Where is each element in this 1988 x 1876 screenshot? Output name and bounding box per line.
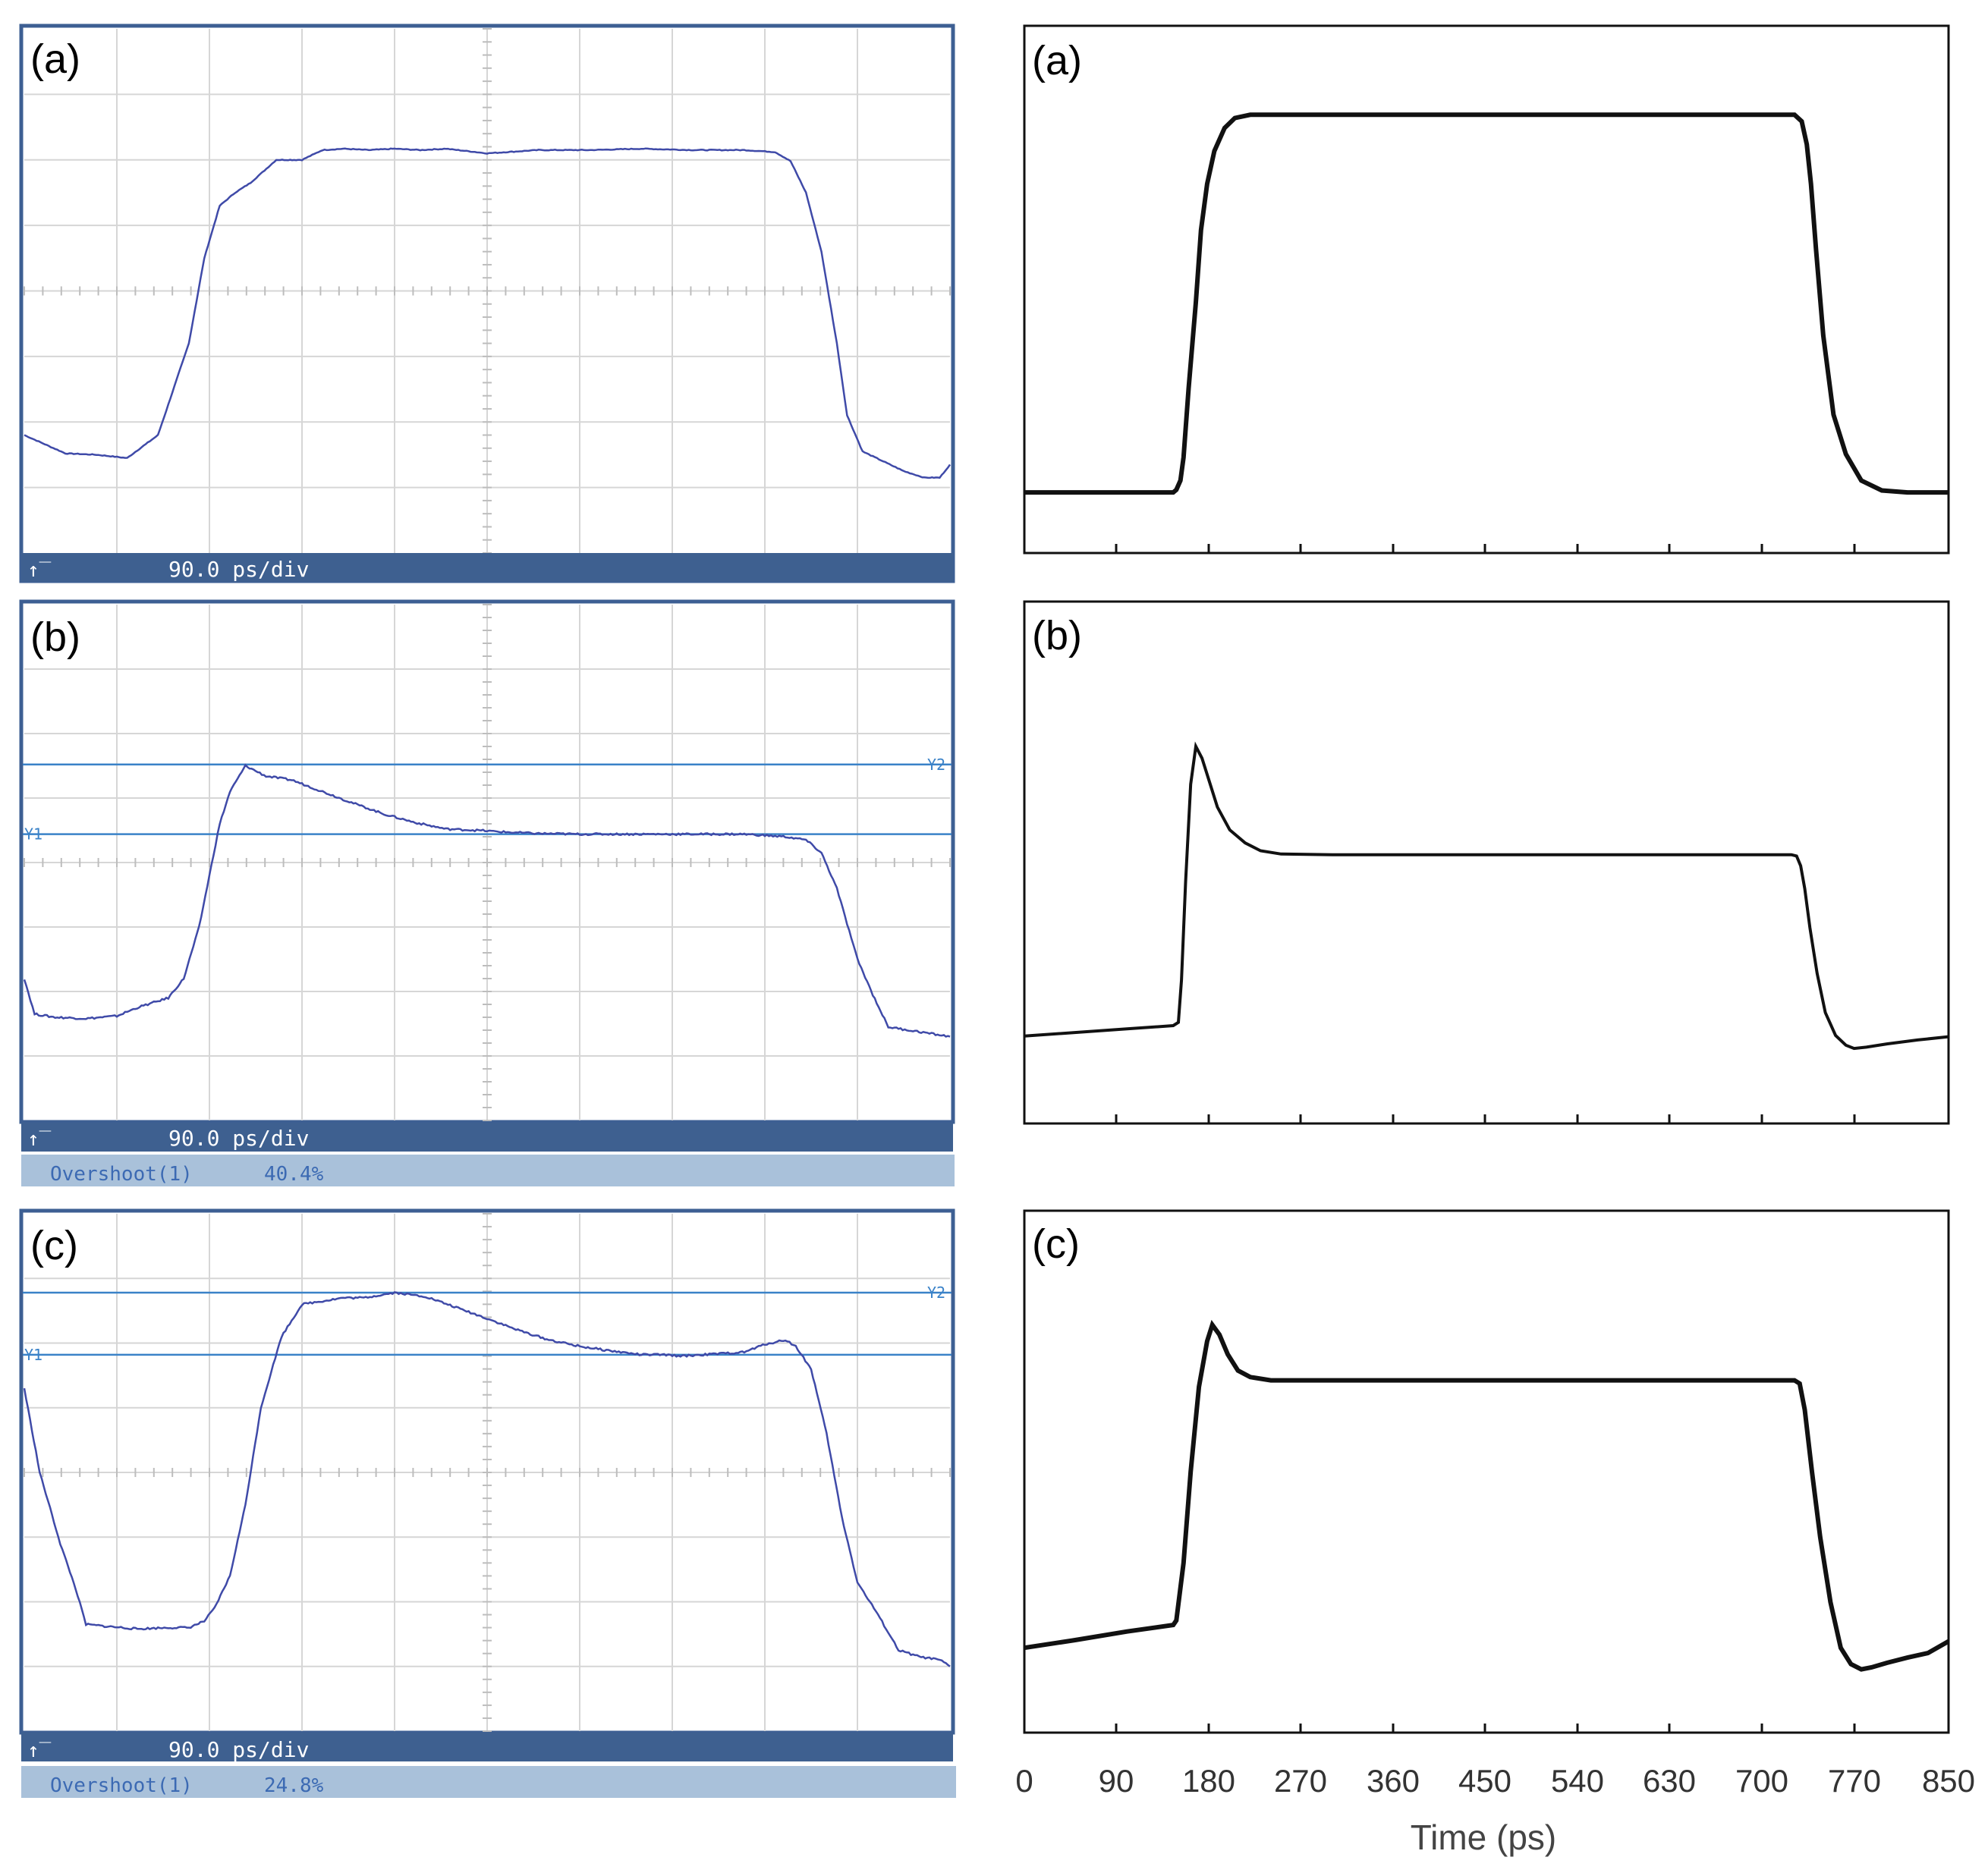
measurement-bar [21, 1155, 955, 1186]
sim-trace [1024, 112, 1949, 495]
scope-timebase: 90.0 ps/div [168, 1737, 309, 1762]
scope-timebase: 90.0 ps/div [168, 1126, 309, 1151]
sim-ticks [1023, 544, 1950, 553]
scope-timebase-bar [21, 553, 953, 582]
x-tick-label: 700 [1735, 1763, 1788, 1799]
scope-panel-a: (a) ↑‾ 90.0 ps/div [19, 24, 955, 583]
marker-y1-label: Y1 [24, 825, 42, 844]
scope-grid [24, 28, 951, 554]
measurement-value: 40.4% [264, 1163, 324, 1186]
marker-y2-label: Y2 [927, 1284, 945, 1302]
trigger-edge-icon: ↑‾ [27, 559, 52, 582]
x-tick-label: 270 [1274, 1763, 1327, 1799]
sim-frame [1023, 24, 1950, 555]
scope-timebase-bar [21, 1123, 953, 1152]
panel-label: (c) [1032, 1221, 1080, 1267]
sim-frame [1023, 1209, 1950, 1734]
trigger-edge-icon: ↑‾ [27, 1739, 52, 1762]
x-tick-label: 180 [1182, 1763, 1235, 1799]
sim-x-axis-title: Time (ps) [1411, 1818, 1557, 1857]
x-tick-label: 630 [1643, 1763, 1696, 1799]
x-tick-label: 0 [1015, 1763, 1033, 1799]
x-tick-label: 90 [1099, 1763, 1134, 1799]
scope-panel-b: Y2 Y1 (b) ↑‾ 90.0 ps/div Overshoot(1) 40… [19, 599, 955, 1186]
sim-frame [1023, 600, 1950, 1125]
scope-grid [24, 1213, 951, 1732]
x-tick-label: 850 [1922, 1763, 1975, 1799]
sim-ticks [1023, 1114, 1950, 1123]
measurement-bar [21, 1766, 956, 1798]
scope-timebase-bar [21, 1733, 953, 1761]
scope-trace [24, 147, 952, 479]
marker-y1-label: Y1 [24, 1346, 42, 1364]
x-tick-label: 360 [1367, 1763, 1420, 1799]
measurement-name: Overshoot(1) [50, 1774, 193, 1797]
sim-panel-a: (a) [1023, 24, 1950, 555]
x-tick-label: 540 [1551, 1763, 1604, 1799]
panel-label: (c) [30, 1223, 78, 1268]
scope-panel-c: Y2 Y1 (c) ↑‾ 90.0 ps/div Overshoot(1) 24… [19, 1208, 956, 1798]
sim-panel-c: (c) [1023, 1209, 1950, 1734]
marker-y2-label: Y2 [927, 756, 945, 774]
measurement-value: 24.8% [264, 1774, 324, 1797]
scope-trace [23, 763, 951, 1038]
scope-grid [24, 604, 951, 1121]
sim-panel-b: (b) [1023, 600, 1950, 1125]
sim-trace [1024, 1319, 1950, 1672]
trigger-edge-icon: ↑‾ [27, 1128, 52, 1151]
panel-label: (a) [1032, 38, 1082, 83]
panel-label: (a) [30, 36, 80, 82]
x-tick-label: 770 [1828, 1763, 1881, 1799]
sim-trace [1024, 741, 1949, 1051]
panel-label: (b) [30, 614, 80, 660]
scope-timebase: 90.0 ps/div [168, 557, 309, 582]
measurement-name: Overshoot(1) [50, 1163, 193, 1186]
scope-trace [23, 1291, 951, 1667]
sim-ticks [1023, 1724, 1950, 1733]
panel-label: (b) [1032, 613, 1082, 658]
x-tick-label: 450 [1458, 1763, 1511, 1799]
sim-x-axis: 0 90 180 270 360 450 540 630 700 770 850 [1015, 1763, 1975, 1799]
